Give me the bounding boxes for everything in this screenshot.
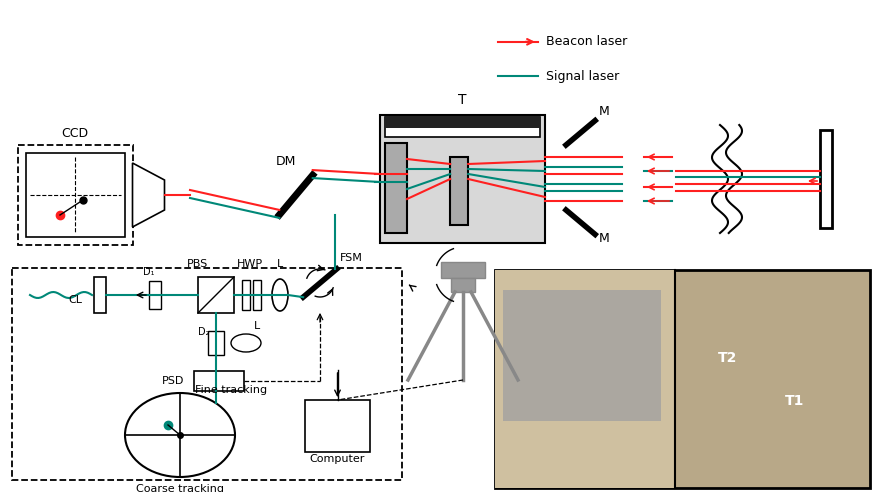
- Bar: [450, 157, 468, 225]
- Text: L: L: [277, 259, 283, 269]
- Bar: [94, 277, 106, 313]
- Bar: [385, 117, 540, 128]
- Text: M: M: [599, 232, 610, 246]
- Text: CCD: CCD: [62, 127, 89, 140]
- Text: FSM: FSM: [340, 253, 363, 263]
- Bar: [12, 268, 402, 480]
- Ellipse shape: [272, 279, 288, 311]
- Text: M: M: [599, 105, 610, 118]
- Bar: [495, 270, 675, 488]
- Bar: [385, 143, 407, 233]
- Text: Computer: Computer: [310, 454, 366, 464]
- Polygon shape: [132, 163, 165, 227]
- Text: PBS: PBS: [188, 259, 209, 269]
- Ellipse shape: [231, 334, 261, 352]
- Text: T2: T2: [718, 351, 737, 365]
- Text: HWP: HWP: [237, 259, 263, 269]
- Text: D₂: D₂: [198, 327, 210, 337]
- Text: PSD: PSD: [161, 376, 184, 386]
- Text: DM: DM: [276, 155, 296, 168]
- Bar: [305, 400, 370, 452]
- Bar: [380, 115, 545, 243]
- Bar: [149, 281, 161, 309]
- Bar: [26, 153, 124, 237]
- Bar: [385, 117, 540, 137]
- Bar: [194, 371, 244, 391]
- Text: CL: CL: [68, 295, 82, 305]
- Bar: [441, 262, 485, 278]
- Text: T1: T1: [785, 394, 804, 408]
- Bar: [208, 331, 224, 355]
- Text: D₁: D₁: [144, 267, 155, 277]
- Text: Signal laser: Signal laser: [545, 70, 619, 83]
- Bar: [451, 278, 475, 292]
- Bar: [253, 280, 261, 310]
- Bar: [820, 130, 832, 228]
- Text: T: T: [458, 93, 467, 107]
- Ellipse shape: [125, 393, 235, 477]
- Text: Beacon laser: Beacon laser: [545, 35, 627, 48]
- Bar: [503, 290, 661, 421]
- Bar: [242, 280, 250, 310]
- Bar: [495, 270, 870, 488]
- Text: Coarse tracking: Coarse tracking: [136, 484, 224, 492]
- Bar: [198, 277, 234, 313]
- Text: L: L: [254, 321, 260, 331]
- Bar: [18, 145, 132, 245]
- Text: Fine tracking: Fine tracking: [195, 385, 267, 395]
